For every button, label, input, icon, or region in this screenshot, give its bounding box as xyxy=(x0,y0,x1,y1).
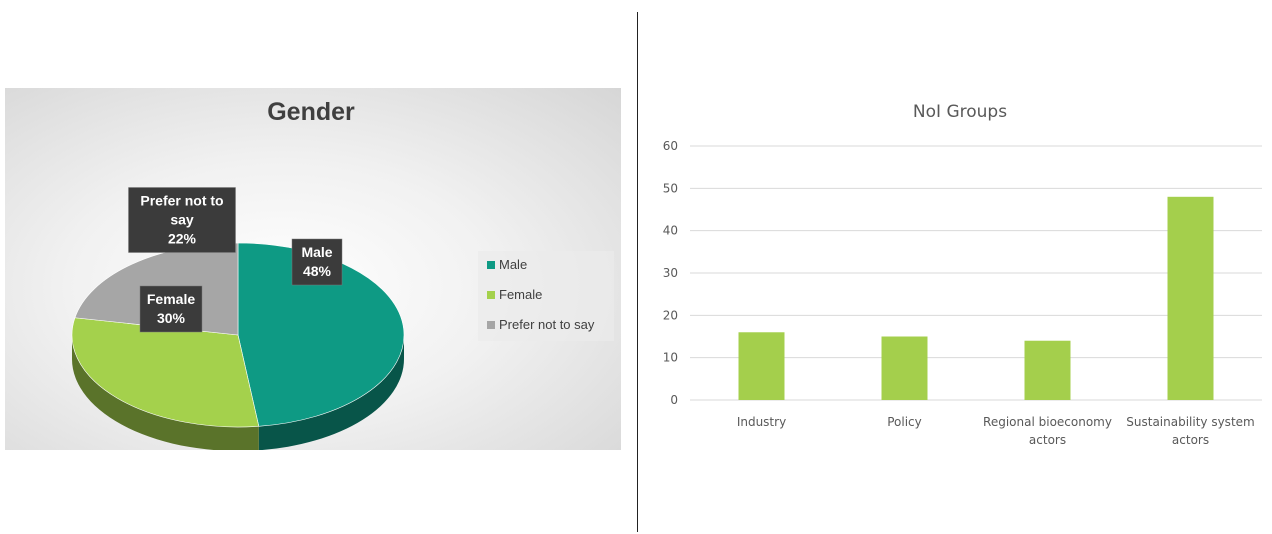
y-tick-label: 50 xyxy=(663,181,678,195)
pie-data-label-line: Male xyxy=(301,244,332,260)
bar-2 xyxy=(1024,340,1071,400)
divider-line xyxy=(637,12,638,532)
legend-swatch-1 xyxy=(487,291,495,299)
y-tick-label: 0 xyxy=(670,393,678,407)
pie-side-walls xyxy=(72,335,404,450)
noi-groups-bar-chart: NoI Groups 0 10 20 30 40 50 60 Industry Policy Reg… xyxy=(663,102,1262,447)
pie-data-label-line: say xyxy=(170,212,194,228)
bar-1 xyxy=(881,336,928,400)
bar-0 xyxy=(738,332,785,400)
pie-data-label-line: 48% xyxy=(303,263,332,279)
legend-swatch-0 xyxy=(487,261,495,269)
x-category-label: Regional bioeconomy xyxy=(983,415,1112,429)
pie-title: Gender xyxy=(267,98,355,126)
x-category-label: Sustainability system xyxy=(1126,415,1254,429)
pie-slice-side-1 xyxy=(72,335,259,450)
pie-data-label-line: Prefer not to xyxy=(140,193,223,209)
pie-data-label-1: Female 30% xyxy=(139,285,203,333)
bar-title: NoI Groups xyxy=(913,102,1007,122)
pie-data-label-2: Prefer not to say 22% xyxy=(128,187,236,253)
gender-chart-panel: Gender Male 48% Female 30% Prefer not to say 22… xyxy=(5,88,621,450)
x-category-label: Policy xyxy=(887,415,922,429)
x-category-label: Industry xyxy=(737,415,786,429)
legend-entry-0: Male xyxy=(499,257,527,272)
pie-data-label-line: Female xyxy=(147,291,195,307)
pie-data-label-line: 22% xyxy=(168,231,197,247)
legend-swatch-2 xyxy=(487,321,495,329)
legend-entry-2: Prefer not to say xyxy=(499,317,595,332)
pie-data-label-line: 30% xyxy=(157,310,186,326)
pie-slice-female xyxy=(71,317,260,428)
y-tick-label: 30 xyxy=(663,266,678,280)
x-category-label: actors xyxy=(1172,433,1209,447)
y-tick-label: 40 xyxy=(663,224,678,238)
x-category-label: actors xyxy=(1029,433,1066,447)
pie-slice-side-0 xyxy=(258,335,404,450)
y-tick-label: 20 xyxy=(663,308,678,322)
gender-pie-chart: Gender Male 48% Female 30% Prefer not to say 22… xyxy=(71,98,614,450)
bar-3 xyxy=(1167,196,1214,400)
y-tick-label: 10 xyxy=(663,351,678,365)
pie-data-label-0: Male 48% xyxy=(291,238,343,286)
legend-entry-1: Female xyxy=(499,287,542,302)
y-tick-label: 60 xyxy=(663,139,678,153)
pie-legend: Male Female Prefer not to say xyxy=(478,251,614,341)
